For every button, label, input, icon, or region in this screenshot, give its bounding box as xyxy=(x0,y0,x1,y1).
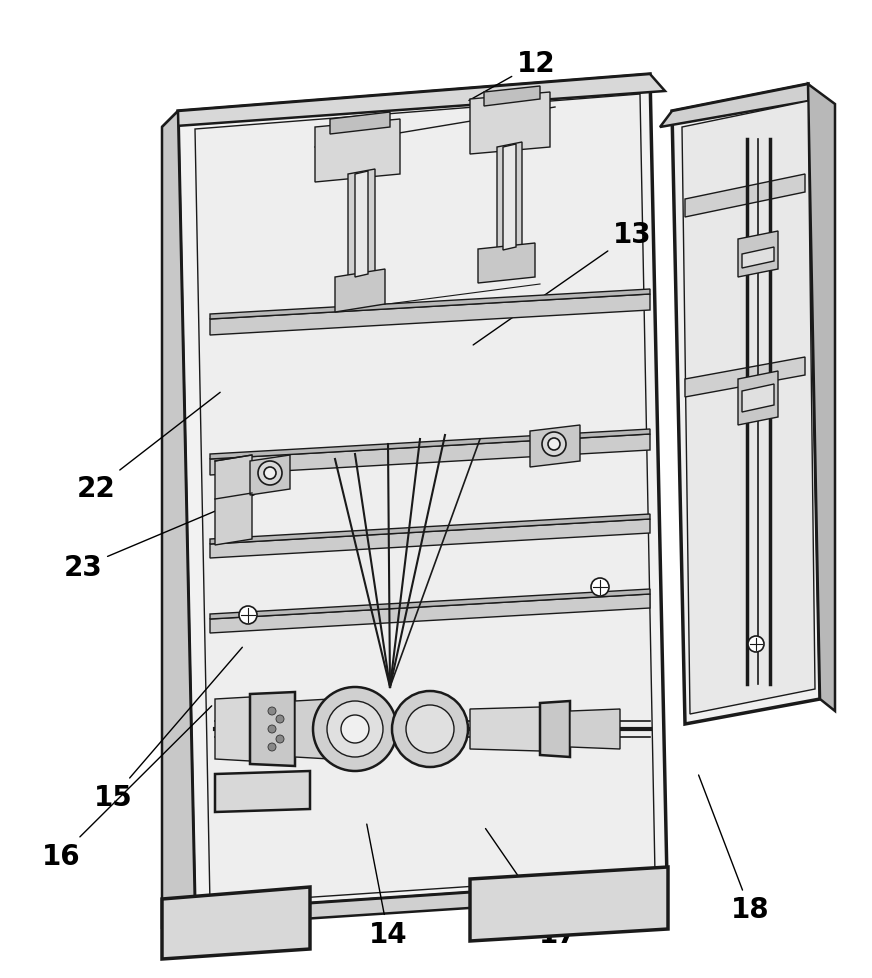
Polygon shape xyxy=(210,429,650,460)
Circle shape xyxy=(748,637,764,652)
Polygon shape xyxy=(330,112,390,135)
Polygon shape xyxy=(530,425,580,467)
Polygon shape xyxy=(742,384,774,413)
Polygon shape xyxy=(210,514,650,545)
Polygon shape xyxy=(348,170,375,280)
Polygon shape xyxy=(478,244,535,284)
Text: 23: 23 xyxy=(64,495,255,581)
Circle shape xyxy=(392,691,468,767)
Polygon shape xyxy=(672,85,820,725)
Polygon shape xyxy=(295,699,330,759)
Polygon shape xyxy=(162,111,195,927)
Polygon shape xyxy=(210,590,650,619)
Circle shape xyxy=(327,701,383,757)
Circle shape xyxy=(341,715,369,743)
Circle shape xyxy=(313,688,397,772)
Polygon shape xyxy=(180,879,667,927)
Circle shape xyxy=(239,606,257,624)
Polygon shape xyxy=(355,172,368,278)
Text: 22: 22 xyxy=(77,393,220,503)
Polygon shape xyxy=(660,85,820,128)
Polygon shape xyxy=(210,434,650,475)
Polygon shape xyxy=(742,247,774,269)
Circle shape xyxy=(276,715,284,724)
Polygon shape xyxy=(738,232,778,278)
Circle shape xyxy=(268,707,276,715)
Text: 18: 18 xyxy=(698,776,769,923)
Polygon shape xyxy=(250,692,295,766)
Polygon shape xyxy=(195,95,655,904)
Text: 12: 12 xyxy=(469,50,555,102)
Text: 16: 16 xyxy=(42,706,212,869)
Polygon shape xyxy=(162,75,665,128)
Polygon shape xyxy=(250,456,290,496)
Polygon shape xyxy=(335,270,385,313)
Polygon shape xyxy=(210,289,650,320)
Circle shape xyxy=(406,705,454,753)
Polygon shape xyxy=(210,294,650,335)
Polygon shape xyxy=(570,709,620,749)
Circle shape xyxy=(591,578,609,597)
Polygon shape xyxy=(685,358,805,398)
Polygon shape xyxy=(315,120,400,183)
Text: 17: 17 xyxy=(486,828,577,948)
Polygon shape xyxy=(210,519,650,558)
Text: 15: 15 xyxy=(94,647,242,811)
Polygon shape xyxy=(210,595,650,634)
Polygon shape xyxy=(470,93,550,155)
Circle shape xyxy=(264,467,276,479)
Polygon shape xyxy=(162,887,310,959)
Polygon shape xyxy=(215,456,252,546)
Polygon shape xyxy=(215,772,310,812)
Polygon shape xyxy=(497,143,522,252)
Text: 13: 13 xyxy=(473,221,651,345)
Polygon shape xyxy=(470,867,668,941)
Polygon shape xyxy=(503,145,516,250)
Circle shape xyxy=(258,462,282,485)
Polygon shape xyxy=(470,707,540,751)
Polygon shape xyxy=(215,697,250,761)
Text: 14: 14 xyxy=(367,824,407,948)
Polygon shape xyxy=(808,85,835,711)
Polygon shape xyxy=(540,701,570,757)
Polygon shape xyxy=(738,372,778,425)
Polygon shape xyxy=(484,87,540,107)
Polygon shape xyxy=(682,102,815,714)
Polygon shape xyxy=(685,175,805,218)
Polygon shape xyxy=(178,75,667,911)
Circle shape xyxy=(548,438,560,451)
Circle shape xyxy=(268,743,276,751)
Circle shape xyxy=(268,726,276,734)
Circle shape xyxy=(276,735,284,743)
Circle shape xyxy=(542,432,566,457)
